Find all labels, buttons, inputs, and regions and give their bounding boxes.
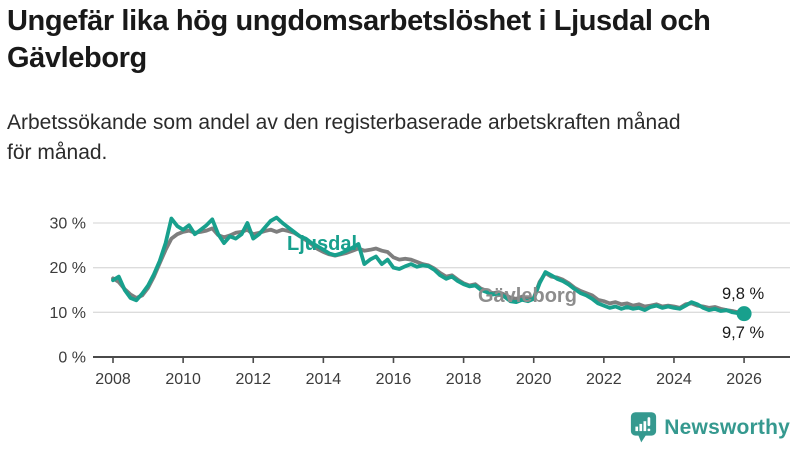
series-label-ljusdal: Ljusdal [287, 233, 357, 255]
unemployment-line-chart: 0 % 10 % 20 % 30 % 2008 2010 2012 2014 2016 2018 2… [50, 215, 790, 388]
series-label-gavleborg: Gävleborg [478, 285, 577, 307]
newsworthy-logo[interactable]: Newsworthy [630, 412, 790, 443]
x-tick-label: 2022 [586, 371, 622, 388]
x-tick-label: 2014 [306, 371, 342, 388]
x-tick-label: 2024 [656, 371, 692, 388]
x-tick-label: 2016 [376, 371, 412, 388]
x-tick-label: 2026 [726, 371, 762, 388]
y-tick-label: 0 % [58, 350, 86, 367]
series-line-gavleborg [111, 226, 746, 316]
y-tick-label: 30 % [50, 215, 86, 232]
series-line-ljusdal [111, 215, 746, 316]
page-title: Ungefär lika hög ungdomsarbetslöshet i L… [7, 5, 711, 75]
x-tick-label: 2010 [165, 371, 201, 388]
x-tick-label: 2018 [446, 371, 482, 388]
end-value-label-gavleborg: 9,8 % [722, 285, 765, 303]
newsworthy-icon [631, 412, 657, 443]
x-tick-label: 2012 [235, 371, 271, 388]
chart-subtitle: Arbetssökande som andel av den registerb… [7, 111, 681, 165]
end-value-label-ljusdal: 9,7 % [722, 324, 765, 342]
y-tick-label: 10 % [50, 305, 86, 322]
y-tick-label: 20 % [50, 260, 86, 277]
x-tick-label: 2008 [95, 371, 131, 388]
x-tick-label: 2020 [516, 371, 552, 388]
newsworthy-wordmark: Newsworthy [664, 415, 790, 439]
series-end-dot [736, 306, 752, 322]
